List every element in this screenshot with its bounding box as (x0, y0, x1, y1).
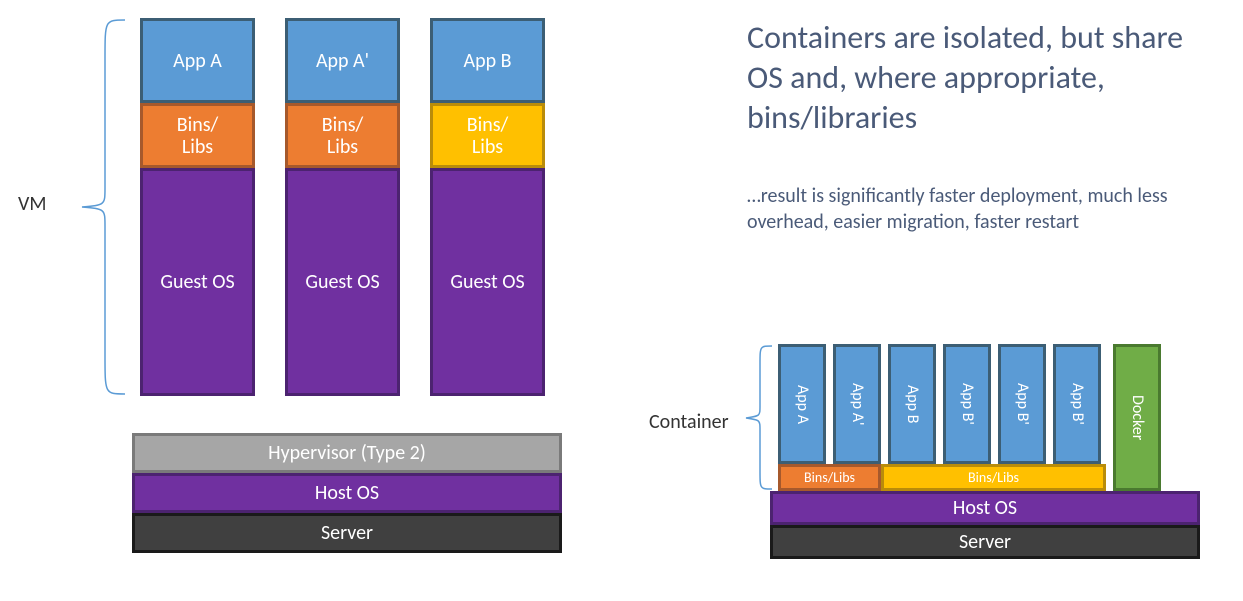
heading-text: Containers are isolated, but share OS an… (747, 18, 1217, 138)
vm-app: App A (140, 18, 255, 103)
container-app: App B' (998, 344, 1046, 464)
container-app: App B' (1053, 344, 1101, 464)
vm-bins: Bins/Libs (140, 103, 255, 168)
vm-bins: Bins/Libs (285, 103, 400, 168)
container-hostos: Host OS (770, 491, 1200, 525)
container-bins: Bins/Libs (778, 464, 881, 491)
container-app: App A' (833, 344, 881, 464)
container-server: Server (770, 525, 1200, 559)
vm-bins: Bins/Libs (430, 103, 545, 168)
vm-brace-icon (70, 18, 130, 396)
vm-app: App A' (285, 18, 400, 103)
vm-hostos: Host OS (132, 473, 562, 513)
container-app: App A (778, 344, 826, 464)
container-bins: Bins/Libs (881, 464, 1106, 491)
vm-guestos: Guest OS (140, 168, 255, 396)
vm-guestos: Guest OS (285, 168, 400, 396)
vm-app: App B (430, 18, 545, 103)
container-docker: Docker (1113, 344, 1161, 491)
vm-label: VM (18, 192, 46, 216)
vm-hypervisor: Hypervisor (Type 2) (132, 433, 562, 473)
vm-guestos: Guest OS (430, 168, 545, 396)
vm-server: Server (132, 513, 562, 553)
container-app: App B' (943, 344, 991, 464)
container-brace-icon (740, 344, 775, 491)
sub-text: …result is significantly faster deployme… (747, 183, 1217, 235)
container-label: Container (649, 410, 729, 434)
container-app: App B (888, 344, 936, 464)
